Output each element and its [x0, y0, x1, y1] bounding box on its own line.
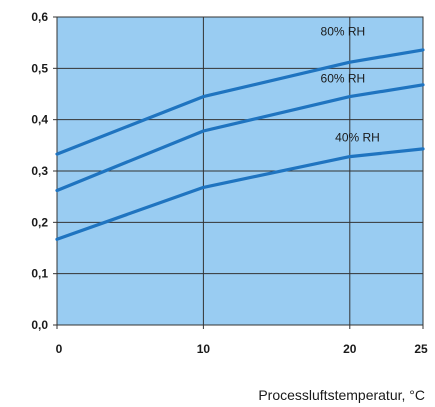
plot-frame [53, 16, 424, 329]
y-tick-label: 0,6 [31, 10, 48, 24]
x-tick-label: 10 [197, 342, 211, 356]
y-tick-label: 0,4 [31, 113, 48, 127]
x-axis-label: Processluftstemperatur, °C [258, 387, 425, 403]
y-axis-ticks: 0,0 0,1 0,2 0,3 0,4 0,5 0,6 [31, 10, 48, 332]
y-tick-label: 0,3 [31, 164, 48, 178]
x-axis-ticks: 0 10 20 25 [56, 342, 428, 356]
series-label-2: 40% RH [335, 131, 380, 145]
x-tick-label: 20 [343, 342, 357, 356]
series-label-1: 60% RH [321, 72, 366, 86]
series-label-0: 80% RH [321, 24, 366, 38]
x-tick-label: 25 [414, 342, 428, 356]
series-line-1 [55, 83, 425, 193]
series-line-2 [55, 147, 425, 241]
grid [57, 17, 423, 325]
y-tick-label: 0,0 [31, 318, 48, 332]
series-line-0 [55, 48, 425, 156]
y-tick-label: 0,2 [31, 215, 48, 229]
x-tick-label: 0 [56, 342, 63, 356]
y-tick-label: 0,1 [31, 267, 48, 281]
series-lines [55, 48, 425, 241]
y-tick-label: 0,5 [31, 61, 48, 75]
series-labels: 80% RH 60% RH 40% RH [321, 24, 380, 144]
